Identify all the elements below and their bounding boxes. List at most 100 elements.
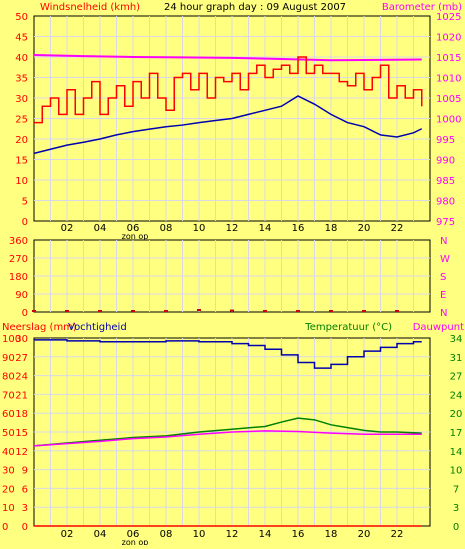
temperature-tick-label: 0 xyxy=(453,522,459,533)
x-tick-label-top: 04 xyxy=(94,223,107,234)
x-tick-label-top: 12 xyxy=(226,223,239,234)
rain-tick-label: 24 xyxy=(15,372,28,383)
x-tick-label-bottom: 06 xyxy=(127,529,140,540)
wind-direction-tick-label: 360 xyxy=(9,236,28,247)
wind-direction-point xyxy=(131,310,135,312)
wind-speed-tick-label: 20 xyxy=(15,135,28,146)
temperature-line-bottom xyxy=(33,417,422,447)
tick-labels: 0202040406060808101012121414161618182020… xyxy=(2,12,462,540)
humidity-tick-label: 40 xyxy=(2,447,15,458)
dewpoint-line xyxy=(33,430,422,447)
barometer-tick-label: 1000 xyxy=(436,115,461,126)
temperature-tick-label: 34 xyxy=(450,334,463,345)
wind-direction-point xyxy=(296,310,300,312)
wind-direction-point xyxy=(65,310,69,312)
wind-speed-tick-label: 40 xyxy=(15,53,28,64)
humidity-tick-label: 30 xyxy=(2,466,15,477)
humidity-tick-label: 60 xyxy=(2,409,15,420)
humidity-tick-label: 50 xyxy=(2,428,15,439)
compass-tick-label: S xyxy=(440,272,446,283)
x-tick-label-bottom: 22 xyxy=(391,529,404,540)
wind-speed-tick-label: 35 xyxy=(15,74,28,85)
barometer-tick-label: 995 xyxy=(436,135,455,146)
x-tick-label-top: 08 xyxy=(160,223,173,234)
rain-tick-label: 6 xyxy=(22,484,28,495)
compass-tick-label: E xyxy=(440,290,446,301)
wind-direction-point xyxy=(329,310,333,312)
humidity-tick-label: 20 xyxy=(2,484,15,495)
wind-direction-point xyxy=(230,309,234,312)
x-tick-label-top: 14 xyxy=(259,223,272,234)
x-tick-label-top: 20 xyxy=(358,223,371,234)
rain-axis-title: Neerslag (mm) xyxy=(2,322,77,333)
compass-tick-label: N xyxy=(440,308,447,319)
temperature-tick-label: 10 xyxy=(450,466,463,477)
wind-direction-point xyxy=(164,310,168,312)
temperature-tick-label: 27 xyxy=(450,372,463,383)
temperature-tick-label: 24 xyxy=(450,390,463,401)
wind-direction-point xyxy=(197,309,201,311)
barometer-tick-label: 980 xyxy=(436,197,455,208)
x-tick-label-top: 02 xyxy=(61,223,74,234)
compass-tick-label: N xyxy=(440,236,447,247)
wind-direction-point xyxy=(32,310,36,312)
rain-tick-label: 18 xyxy=(15,409,28,420)
barometer-tick-label: 1010 xyxy=(436,74,461,85)
rain-tick-label: 30 xyxy=(15,334,28,345)
barometer-tick-label: 1005 xyxy=(436,94,461,105)
temperature-tick-label: 14 xyxy=(450,447,463,458)
rain-tick-label: 9 xyxy=(22,466,28,477)
x-tick-label-top: 06 xyxy=(127,223,140,234)
rain-tick-label: 21 xyxy=(15,390,28,401)
wind-speed-line xyxy=(34,56,423,124)
x-tick-label-top: 16 xyxy=(292,223,305,234)
x-tick-label-bottom: 16 xyxy=(292,529,305,540)
humidity-line xyxy=(34,339,422,369)
humidity-tick-label: 80 xyxy=(2,372,15,383)
barometer-tick-label: 1020 xyxy=(436,33,461,44)
humidity-tick-label: 0 xyxy=(2,522,8,533)
rain-tick-label: 12 xyxy=(15,447,28,458)
temperature-tick-label: 31 xyxy=(450,353,463,364)
x-tick-label-bottom: 02 xyxy=(61,529,74,540)
x-tick-label-bottom: 18 xyxy=(325,529,338,540)
wind-direction-point xyxy=(362,310,366,312)
barometer-line xyxy=(33,53,422,62)
humidity-tick-label: 100 xyxy=(2,334,21,345)
humidity-tick-label: 10 xyxy=(2,503,15,514)
temperature-tick-label: 3 xyxy=(453,503,459,514)
chart-title: 24 hour graph day : 09 August 2007 xyxy=(164,2,346,13)
wind-speed-tick-label: 15 xyxy=(15,156,28,167)
wind-direction-tick-label: 90 xyxy=(15,290,28,301)
wind-speed-tick-label: 30 xyxy=(15,94,28,105)
temperature-tick-label: 17 xyxy=(450,428,463,439)
wind-direction-tick-label: 180 xyxy=(9,272,28,283)
wind-direction-point xyxy=(263,310,267,312)
compass-tick-label: W xyxy=(440,254,450,265)
temperature-line xyxy=(33,95,423,155)
wind-direction-point xyxy=(98,310,102,312)
temperature-tick-label: 20 xyxy=(450,409,463,420)
sunrise-label-bottom: zon op xyxy=(122,538,149,545)
barometer-tick-label: 1025 xyxy=(436,12,461,23)
barometer-tick-label: 985 xyxy=(436,176,455,187)
sunrise-label-top: zon op xyxy=(122,232,149,241)
barometer-axis-title: Barometer (mb) xyxy=(382,2,462,13)
wind-direction-tick-label: 270 xyxy=(9,254,28,265)
temperature-tick-label: 7 xyxy=(453,484,459,495)
x-tick-label-top: 18 xyxy=(325,223,338,234)
wind-speed-tick-label: 0 xyxy=(22,217,28,228)
humidity-tick-label: 90 xyxy=(2,353,15,364)
x-tick-label-bottom: 08 xyxy=(160,529,173,540)
wind-speed-tick-label: 45 xyxy=(15,33,28,44)
wind-axis-title: Windsnelheid (kmh) xyxy=(40,2,140,13)
x-tick-label-bottom: 14 xyxy=(259,529,272,540)
barometer-tick-label: 1015 xyxy=(436,53,461,64)
x-tick-label-bottom: 12 xyxy=(226,529,239,540)
wind-speed-tick-label: 25 xyxy=(15,115,28,126)
grid-lines xyxy=(34,16,430,526)
barometer-tick-label: 975 xyxy=(436,217,455,228)
rain-tick-label: 15 xyxy=(15,428,28,439)
